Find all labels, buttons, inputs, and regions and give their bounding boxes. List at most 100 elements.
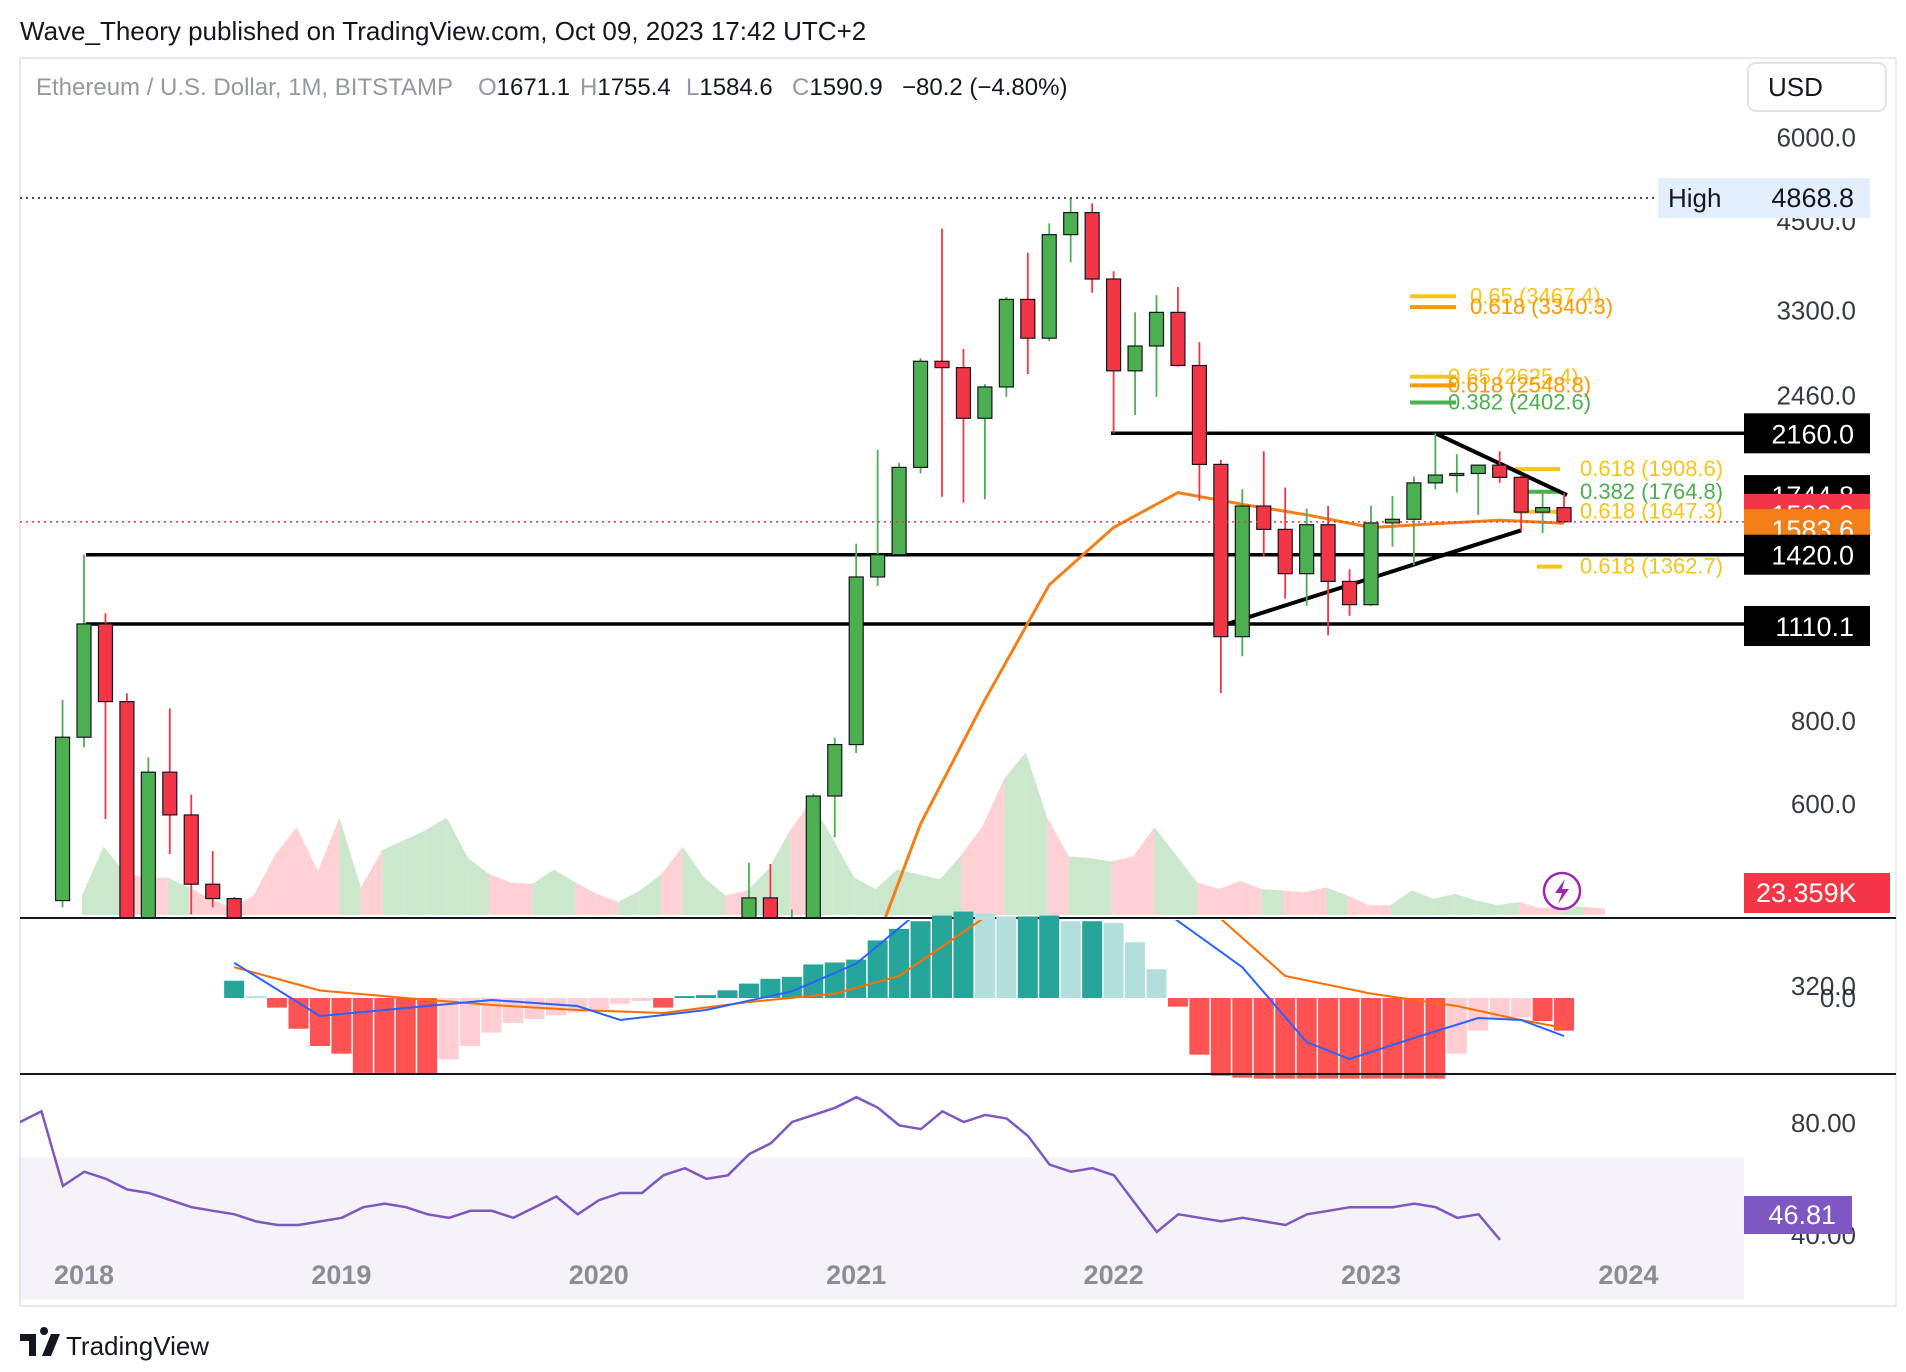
tradingview-logo[interactable]: TradingView — [20, 1327, 209, 1361]
rsi-band — [20, 1157, 1744, 1300]
candle-body — [1363, 522, 1379, 606]
price-label-box — [1744, 534, 1870, 575]
macd-bar-2019-09 — [503, 998, 523, 1023]
fib-label-5: 0.618 (1908.6) — [1580, 456, 1723, 481]
year-tick-2020: 2020 — [569, 1260, 629, 1290]
alert-icon[interactable] — [1542, 871, 1582, 911]
volume-area-17 — [446, 817, 469, 915]
candle-2021-10 — [1041, 223, 1057, 342]
volume-area-15 — [403, 830, 426, 915]
macd-bar-2023-04 — [1425, 998, 1446, 1079]
volume-area-22 — [553, 869, 576, 915]
volume-area-62 — [1411, 890, 1434, 915]
volume-area-36 — [854, 877, 876, 915]
candle-2023-02 — [1384, 495, 1401, 547]
candle-body — [119, 700, 135, 917]
ohlc-value: 1671.1 — [497, 74, 570, 101]
volume-area-19 — [489, 874, 511, 915]
price-label-1110.1: 1110.1 — [1744, 606, 1870, 646]
price-label-box — [1744, 606, 1870, 646]
macd-bar-2022-05 — [1189, 998, 1210, 1055]
candle-body — [998, 298, 1014, 388]
year-tick-2022: 2022 — [1084, 1260, 1144, 1290]
candle-body — [140, 771, 156, 917]
volume-area-13 — [360, 850, 383, 915]
macd-bar-2022-10 — [1296, 998, 1317, 1079]
currency-button[interactable]: USD — [1747, 62, 1887, 112]
macd-signal-line — [233, 920, 1565, 1029]
price-axis[interactable]: 6000.04500.03300.02460.0800.0600.0440.03… — [1658, 123, 1890, 1002]
candle-body — [226, 897, 242, 917]
volume-area-10 — [296, 827, 318, 915]
volume-area-49 — [1133, 827, 1155, 915]
rsi-value-box — [1744, 1196, 1852, 1234]
candle-2023-06 — [1470, 464, 1486, 515]
macd-bar-2021-08 — [996, 916, 1017, 998]
candle-2022-07 — [1234, 489, 1250, 657]
volume-area-24 — [596, 893, 619, 915]
macd-bar-2021-03 — [889, 928, 910, 998]
macd-bar-2022-06 — [1210, 998, 1231, 1076]
volume-area-65 — [1476, 900, 1498, 915]
volume-area-4 — [167, 877, 190, 915]
ohlc-value: 1755.4 — [597, 74, 670, 101]
macd-bar-2023-05 — [1446, 998, 1467, 1054]
fib-label-3: 0.618 (2548.8) — [1448, 372, 1591, 397]
volume-area-8 — [253, 854, 276, 915]
high-value-text: 4868.8 — [1771, 183, 1854, 213]
candle-body — [1105, 278, 1122, 372]
volume-label-text: 23.359K — [1756, 878, 1857, 908]
year-tick-2024: 2024 — [1598, 1260, 1658, 1290]
candle-body — [848, 576, 864, 746]
trendline-1 — [1434, 431, 1568, 497]
symbol-title[interactable]: Ethereum / U.S. Dollar, 1M, BITSTAMP — [36, 74, 453, 101]
ohlc-value: 1584.6 — [699, 74, 772, 101]
volume-area-27 — [661, 846, 683, 915]
year-tick-2019: 2019 — [311, 1260, 371, 1290]
candle-body — [1148, 311, 1165, 347]
candle-2018-07 — [205, 851, 221, 908]
candle-body — [1384, 518, 1401, 524]
macd-bar-2022-12 — [1339, 998, 1360, 1079]
candle-body — [76, 623, 92, 738]
candle-body — [1063, 211, 1079, 236]
macd-bar-2022-03 — [1146, 969, 1167, 998]
price-pane[interactable]: 0.65 (3467.4)0.618 (3340.3) 0.65 (2625.4)… — [20, 197, 1756, 1372]
volume-area-58 — [1326, 887, 1348, 915]
volume-label-box — [1744, 873, 1890, 913]
volume-area-9 — [275, 827, 297, 915]
candle-2023-09 — [1534, 493, 1551, 534]
price-label-text: 1420.0 — [1771, 541, 1854, 571]
candle-body — [1020, 298, 1036, 339]
volume-area-18 — [468, 858, 490, 915]
candle-body — [977, 386, 993, 419]
volume-area-16 — [425, 817, 447, 915]
candle-2018-05 — [162, 708, 178, 855]
candle-2018-04 — [140, 757, 156, 917]
macd-bar-2018-10 — [267, 998, 288, 1008]
candle-body — [1427, 474, 1443, 484]
macd-pane[interactable]: 0.0 — [224, 862, 1856, 1079]
volume-area-61 — [1390, 890, 1412, 915]
volume-area-52 — [1197, 882, 1219, 915]
volume-area-50 — [1154, 827, 1176, 915]
fib-label-0: 0.65 (3467.4) — [1470, 283, 1601, 308]
ohlc-key: O — [478, 74, 497, 101]
macd-bar-2022-04 — [1167, 998, 1188, 1007]
candle-2022-05 — [1191, 342, 1208, 501]
macd-bar-2022-08 — [1253, 998, 1274, 1079]
fib-label-4: 0.382 (2402.6) — [1448, 389, 1591, 414]
high-tag — [1658, 178, 1748, 218]
macd-bar-2023-01 — [1361, 998, 1381, 1079]
candle-2023-04 — [1427, 433, 1443, 490]
macd-bar-2020-09 — [760, 978, 781, 998]
ohlc-change: −80.2 (−4.80%) — [902, 74, 1067, 101]
volume-area-0 — [82, 846, 104, 915]
candle-body — [54, 736, 71, 902]
candle-body — [1213, 463, 1229, 638]
volume-area-43 — [1004, 752, 1026, 915]
macd-bar-2020-03 — [631, 998, 652, 1001]
time-axis[interactable]: 2018 2019 2020 2021 2022 2023 2024 — [54, 1260, 1658, 1290]
